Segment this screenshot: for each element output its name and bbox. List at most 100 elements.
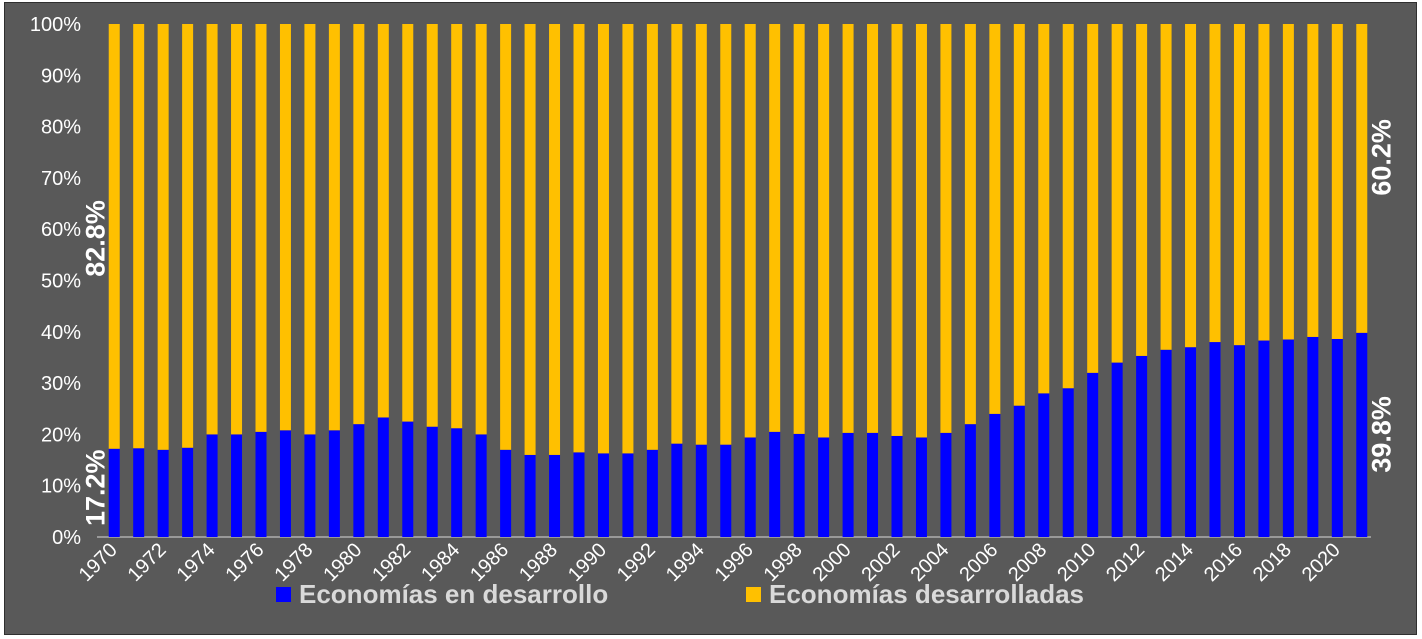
bar-developing [108,448,120,537]
bar-developed [206,24,218,435]
bar-developed [1062,24,1074,389]
bar-developing [1331,338,1343,537]
bar-developing [818,437,830,537]
bar-developing [451,428,463,537]
bar-developing [1209,342,1221,537]
x-tick-label: 1994 [662,539,709,586]
bar-developing [1233,345,1245,537]
bar-developing [964,424,976,537]
bar-developed [1160,24,1172,350]
bar-developing [206,434,218,537]
bar-developing [1038,393,1050,537]
x-tick-label: 2012 [1102,539,1149,586]
bar-developed [108,24,120,449]
bar-developing [402,421,414,537]
bar-developing [842,432,854,537]
bar-developed [549,24,561,455]
bar-developing [867,432,879,537]
bar-developing [744,437,756,537]
y-tick-label: 90% [41,65,81,87]
bar-developed [1356,24,1368,333]
bar-developed [793,24,805,434]
x-tick-label: 1992 [613,539,660,586]
legend-label-developed: Economías desarrolladas [769,579,1084,609]
bar-developing [426,426,438,537]
x-tick-label: 1970 [75,539,122,586]
x-tick-label: 2020 [1298,539,1345,586]
bar-developing [157,449,169,537]
bar-developed [940,24,952,433]
legend-swatch-developing [276,587,291,602]
bar-developed [1307,24,1319,337]
y-tick-label: 50% [41,271,81,293]
legend-swatch-developed [746,587,761,602]
bar-developed [426,24,438,427]
bar-developing [1258,340,1270,537]
bar-developed [1111,24,1123,363]
bar-developed [671,24,683,444]
bar-developed [524,24,536,455]
bar-developing [695,444,707,537]
bar-developed [475,24,487,435]
bar-developing [328,430,340,537]
bar-developed [328,24,340,431]
annotation-first-developing: 17.2% [81,449,111,526]
bar-developing [1136,355,1148,537]
bar-developed [891,24,903,436]
stacked-bar-chart: 0%10%20%30%40%50%60%70%80%90%100%1970 197… [30,14,1396,609]
bar-developed [597,24,609,454]
chart-frame: 0% 10% 20% 30% 40% 50% 60% 70% 80% 90% 100% 1970 197… [4,2,1417,635]
bar-developed [915,24,927,438]
bar-developed [133,24,145,449]
y-tick-label: 100% [30,14,81,36]
annotation-last-developed: 60.2% [1366,119,1396,196]
bar-developed [1038,24,1050,394]
bar-developing [1111,362,1123,537]
x-tick-label: 2018 [1249,539,1296,586]
x-tick-label: 2016 [1200,539,1247,586]
bar-developed [867,24,879,433]
bar-developing [475,434,487,537]
bar-developed [573,24,585,453]
bar-developed [720,24,732,445]
bar-developing [793,433,805,537]
y-tick-label: 60% [41,219,81,241]
bar-developing [549,454,561,537]
bar-developing [1013,405,1025,537]
bar-developing [500,449,512,537]
bar-developed [157,24,169,450]
annotation-last-developing: 39.8% [1366,396,1396,473]
bar-developed [622,24,634,454]
bar-developed [818,24,830,438]
bar-developed [451,24,463,429]
bar-developing [671,443,683,537]
bar-developed [304,24,316,435]
bar-developing [377,417,389,537]
bar-developing [940,432,952,537]
bar-developed [1331,24,1343,339]
bar-developed [646,24,658,450]
x-tick-label: 1972 [124,539,171,586]
bar-developed [353,24,365,425]
y-tick-label: 10% [41,476,81,498]
bar-developing [915,437,927,537]
bar-developed [1233,24,1245,346]
bar-developing [133,448,145,537]
bar-developed [377,24,389,418]
bar-developing [279,430,291,537]
y-tick-label: 0% [52,527,81,549]
bar-developed [255,24,267,432]
bar-developed [402,24,414,422]
bar-developing [891,435,903,537]
y-tick-label: 40% [41,322,81,344]
bar-developed [1013,24,1025,406]
bar-developing [573,452,585,537]
bar-developing [304,434,316,537]
bar-developing [524,454,536,537]
bar-developed [1185,24,1197,348]
bar-developed [695,24,707,445]
bar-developed [500,24,512,450]
bar-developing [1087,372,1099,537]
bar-developing [597,453,609,537]
y-tick-label: 30% [41,373,81,395]
